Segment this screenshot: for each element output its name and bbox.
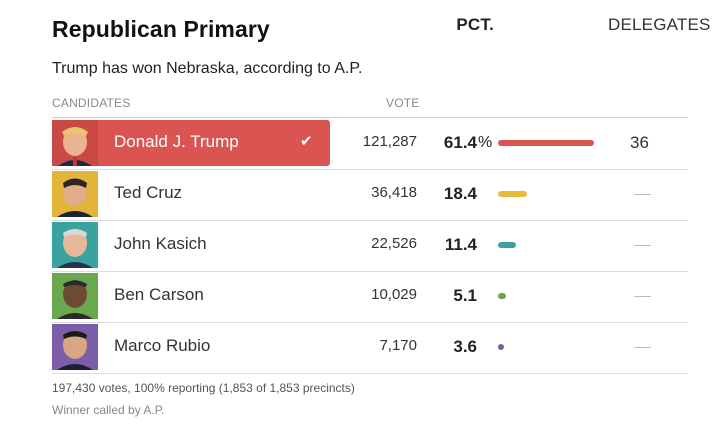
vote-count: 36,418 [371,184,417,201]
candidate-row-cruz: Ted Cruz 36,418 18.4 [52,169,688,221]
vote-share-bar [498,140,594,146]
percent-sign: % [478,134,493,151]
candidate-name: Donald J. Trump [114,132,239,151]
column-header-vote: VOTE [386,96,420,110]
delegate-count [634,194,651,195]
column-header-candidates: CANDIDATES [52,96,131,110]
candidate-name: Marco Rubio [114,336,211,355]
vote-share-bar [498,293,506,299]
column-header-delegates: DELEGATES [608,15,711,34]
vote-count: 10,029 [371,286,417,303]
winner-check-icon: ✔ [300,133,313,150]
vote-count: 7,170 [379,337,417,354]
candidate-name: Ben Carson [114,285,204,304]
candidate-name: John Kasich [114,234,207,253]
vote-count: 121,287 [362,133,417,150]
vote-percent: 11.4 [444,235,477,254]
vote-percent: 5.1 [453,286,477,305]
winner-highlight [98,120,330,166]
winner-called-note: Winner called by A.P. [52,403,165,417]
candidate-row-kasich: John Kasich 22,526 11.4 [52,220,688,272]
candidate-photo-kasich [52,222,98,268]
delegate-count: 36 [630,133,649,152]
page-title: Republican Primary [52,16,270,42]
vote-share-bar [498,344,504,350]
candidate-photo-cruz [52,171,98,217]
candidate-row-carson: Ben Carson 10,029 5.1 [52,271,688,323]
vote-percent: 61.4 [443,133,477,152]
result-summary: Trump has won Nebraska, according to A.P… [52,60,363,77]
candidate-photo-trump [52,120,98,166]
delegate-count [634,347,651,348]
vote-share-bar [498,191,527,197]
candidate-photo-rubio [52,324,98,370]
vote-percent: 3.6 [453,337,477,356]
delegate-count [634,245,651,246]
vote-percent: 18.4 [443,184,477,203]
candidate-row-rubio: Marco Rubio 7,170 3.6 [52,322,688,374]
column-header-pct: PCT. [456,15,494,34]
table-divider [52,117,688,118]
vote-count: 22,526 [371,235,417,252]
candidate-name: Ted Cruz [114,183,183,202]
candidate-photo-carson [52,273,98,319]
delegate-count [634,296,651,297]
reporting-status: 197,430 votes, 100% reporting (1,853 of … [52,381,355,395]
candidate-row-trump: Donald J. Trump ✔ 121,287 61.4 % 36 [52,118,688,170]
vote-share-bar [498,242,516,248]
